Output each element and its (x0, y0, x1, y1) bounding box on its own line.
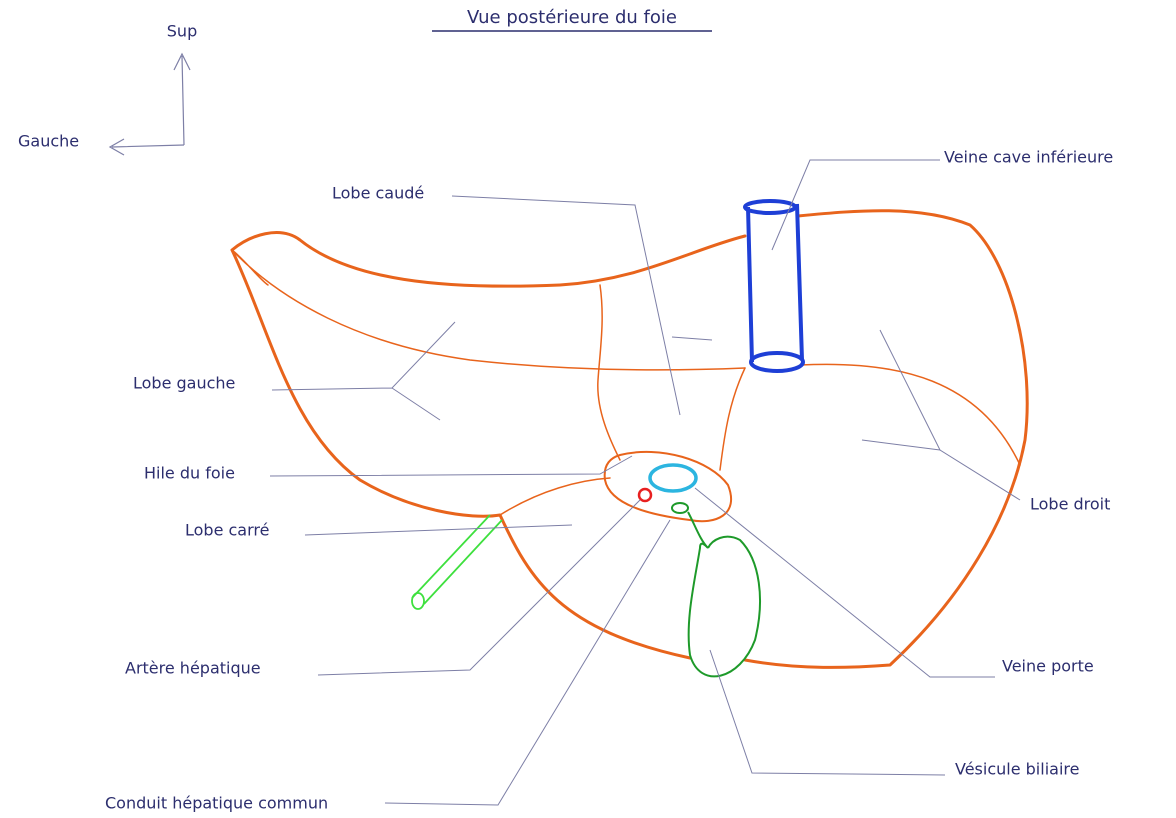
label-portal-vein: Veine porte (1002, 657, 1094, 676)
label-ivc: Veine cave inférieure (944, 148, 1113, 167)
vena-cava (745, 201, 803, 371)
bile-duct-gallbladder (672, 503, 760, 676)
label-right-lobe: Lobe droit (1030, 495, 1110, 514)
title: Vue postérieure du foie (467, 7, 677, 28)
orientation-axes (110, 54, 190, 155)
portal-vein (650, 465, 696, 491)
label-hilum: Hile du foie (144, 464, 235, 483)
label-left-lobe: Lobe gauche (133, 374, 235, 393)
label-quadrate: Lobe carré (185, 521, 269, 540)
orientation-left: Gauche (18, 132, 79, 151)
liver (232, 211, 1027, 668)
hepatic-artery (639, 489, 651, 501)
label-hepatic-artery: Artère hépatique (125, 659, 261, 678)
label-gallbladder: Vésicule biliaire (955, 760, 1079, 779)
leader-lines (270, 160, 1020, 805)
label-caudate: Lobe caudé (332, 184, 424, 203)
label-common-hepatic-duct: Conduit hépatique commun (105, 794, 328, 813)
orientation-up: Sup (167, 22, 197, 41)
diagram: Vue postérieure du foie Sup Gauche (0, 0, 1176, 818)
